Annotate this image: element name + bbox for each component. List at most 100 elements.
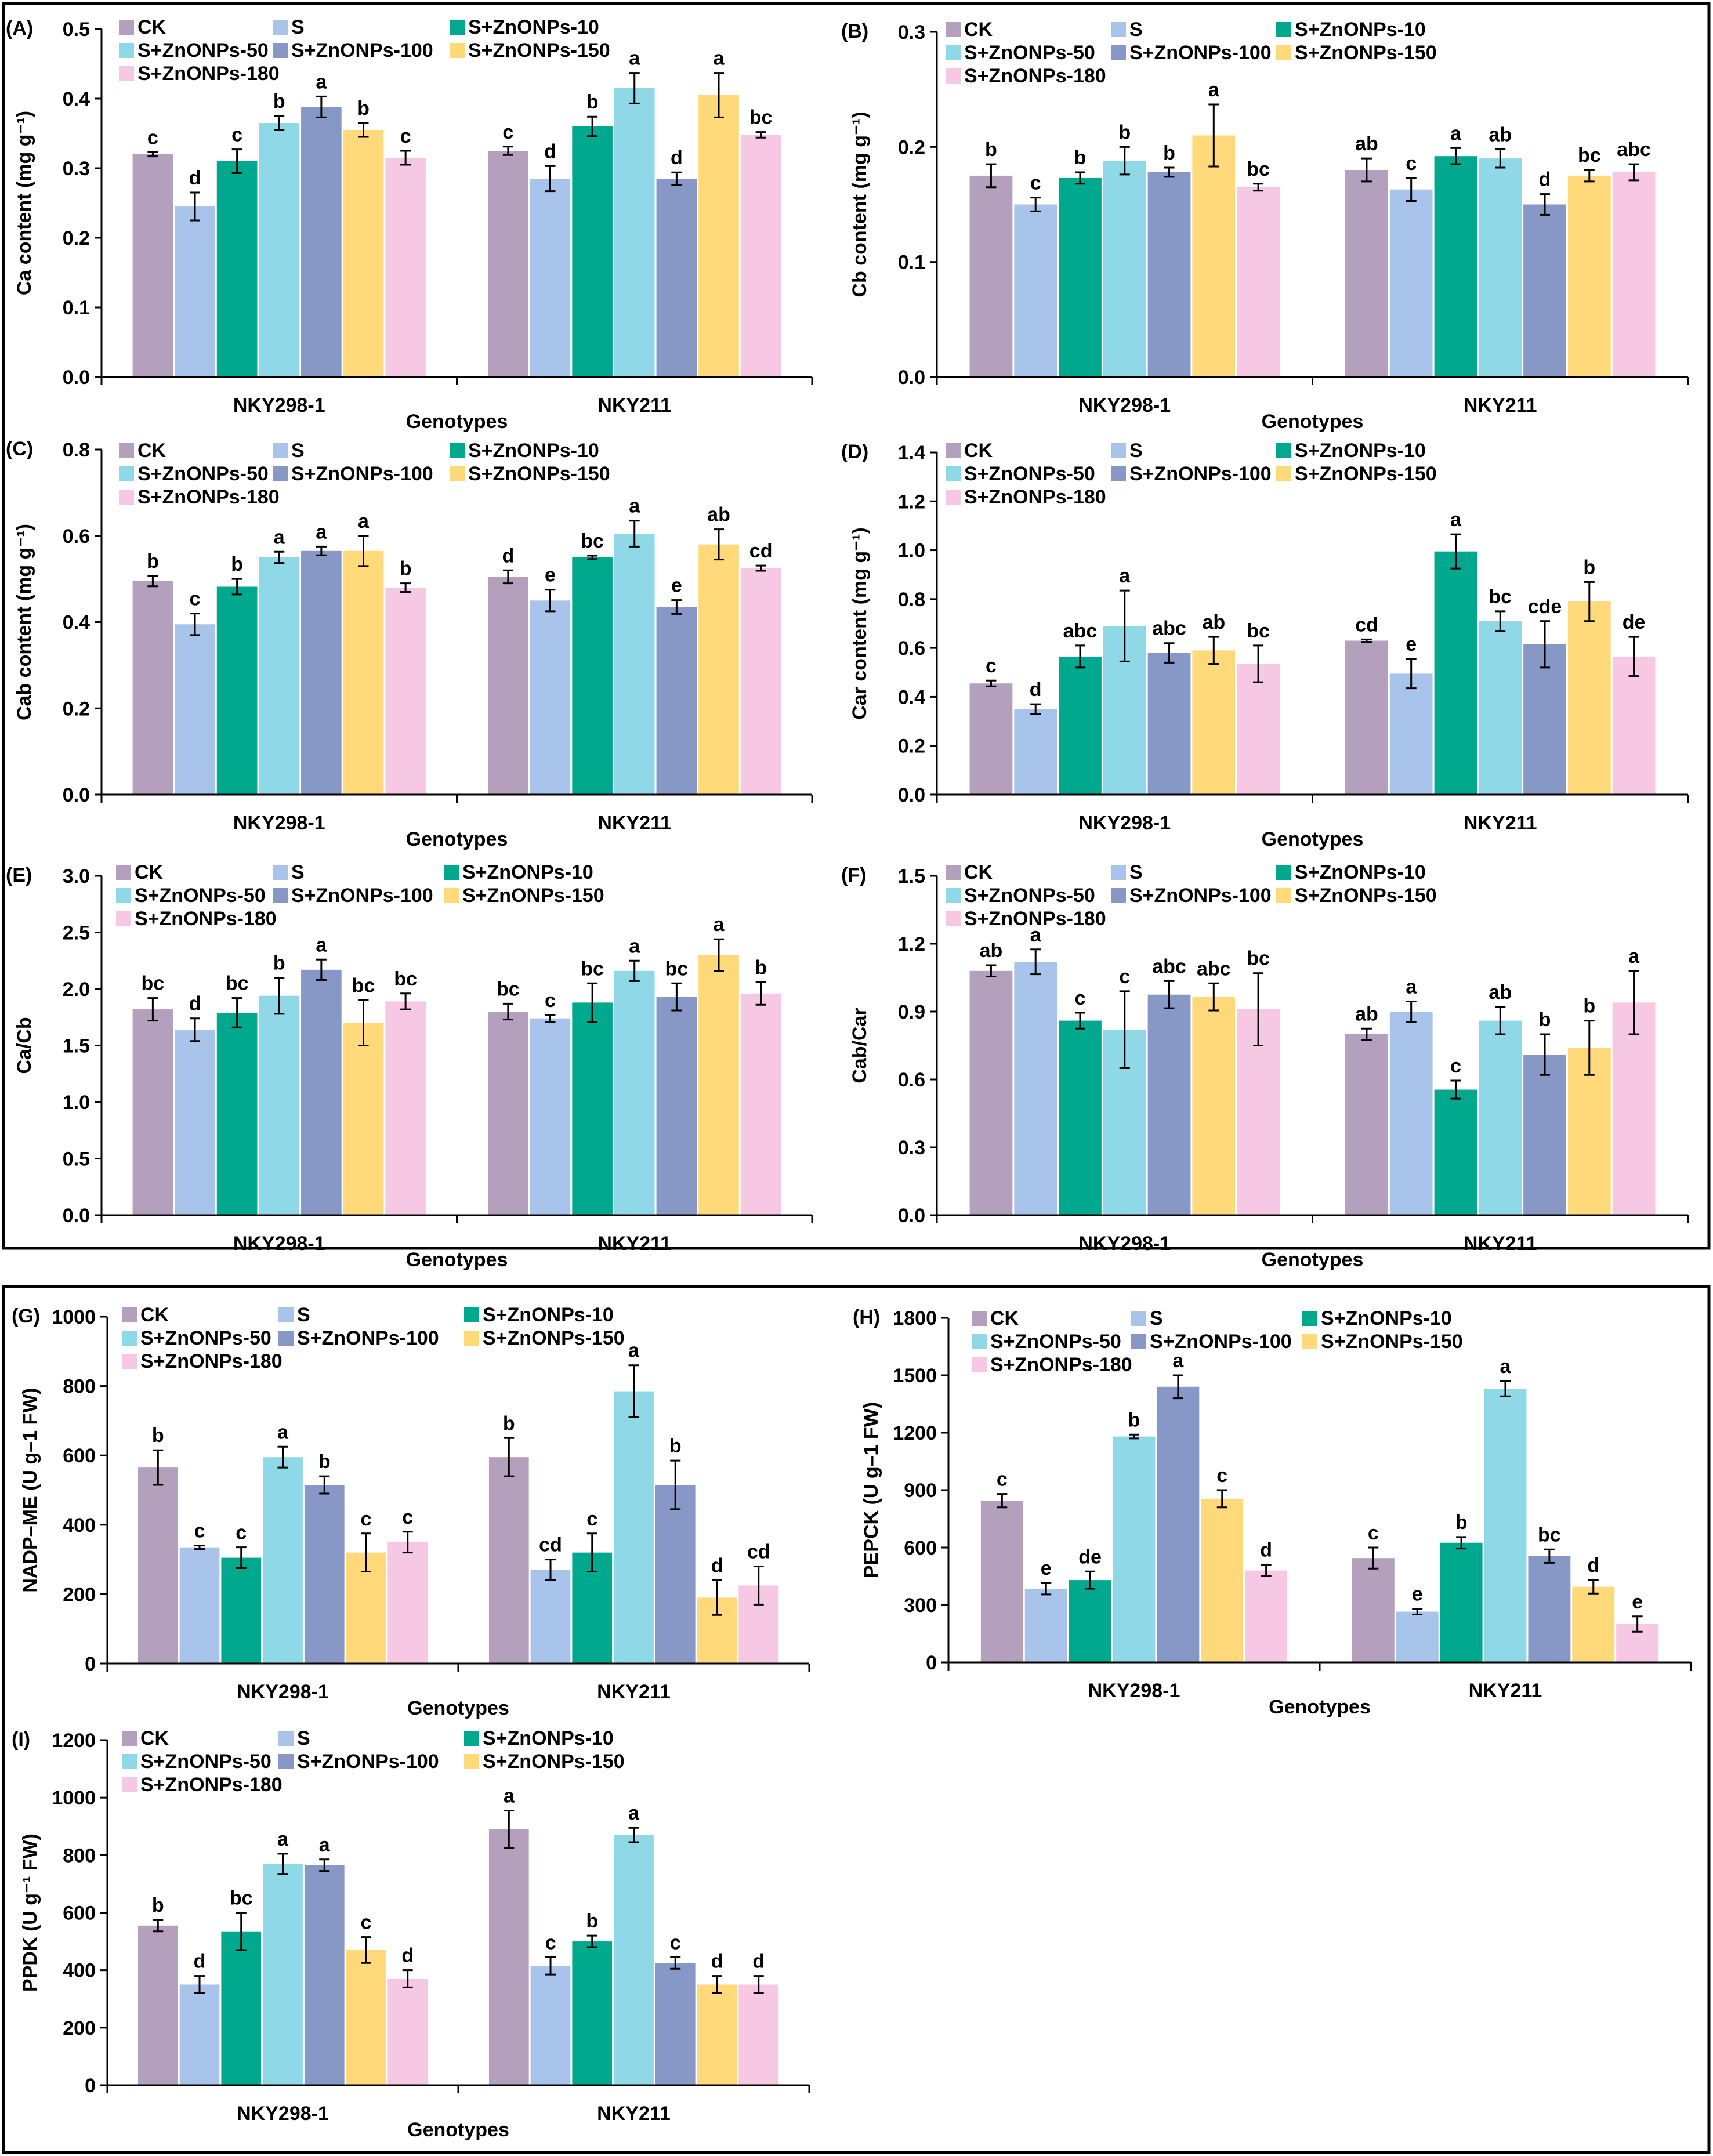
chart-panel-h: cceedebbaabccdde0300600900120015001800NK… bbox=[853, 1306, 1692, 1718]
significance-label: d bbox=[189, 167, 201, 189]
bar bbox=[216, 161, 258, 377]
significance-label: bc bbox=[581, 530, 604, 552]
bar bbox=[698, 955, 739, 1215]
significance-label: d bbox=[544, 140, 556, 162]
significance-label: d bbox=[189, 993, 201, 1015]
y-tick-label: 0.3 bbox=[898, 1137, 925, 1159]
significance-label: b bbox=[273, 90, 285, 113]
bar bbox=[132, 581, 173, 795]
significance-label: a bbox=[1500, 1356, 1512, 1378]
significance-label: a bbox=[1172, 1350, 1184, 1372]
legend-swatch bbox=[1111, 22, 1126, 37]
legend-swatch bbox=[464, 1731, 479, 1746]
panel-label: (B) bbox=[841, 20, 868, 42]
bar bbox=[1245, 1570, 1288, 1662]
legend-label: S+ZnONPs-50 bbox=[964, 42, 1095, 64]
bar bbox=[301, 969, 342, 1215]
significance-label: abc bbox=[1152, 955, 1186, 977]
y-axis-title: Cab content (mg g⁻¹) bbox=[13, 524, 35, 720]
significance-label: bc bbox=[1247, 620, 1270, 642]
y-axis-title: Ca content (mg g⁻¹) bbox=[13, 111, 35, 295]
bar bbox=[1440, 1542, 1483, 1662]
bar bbox=[614, 534, 655, 795]
significance-label: b bbox=[1074, 147, 1087, 169]
significance-label: a bbox=[714, 914, 725, 936]
legend-label: S+ZnONPs-180 bbox=[964, 908, 1106, 930]
significance-label: bc bbox=[749, 107, 773, 129]
legend-label: S+ZnONPs-180 bbox=[990, 1354, 1132, 1376]
legend-swatch bbox=[116, 888, 131, 903]
significance-label: bc bbox=[1578, 144, 1601, 166]
bar bbox=[132, 1009, 173, 1215]
legend-swatch bbox=[972, 1334, 987, 1349]
legend-swatch bbox=[116, 911, 131, 926]
y-axis-title: NADP–ME (U g–1 FW) bbox=[19, 1387, 41, 1592]
y-tick-label: 1.4 bbox=[898, 442, 925, 464]
legend-label: S bbox=[1150, 1307, 1163, 1329]
significance-label: b bbox=[503, 1412, 515, 1434]
y-tick-label: 3.0 bbox=[63, 865, 90, 887]
y-tick-label: 0.8 bbox=[898, 589, 925, 611]
bar bbox=[1059, 1020, 1102, 1215]
bar bbox=[259, 557, 300, 795]
significance-label: bc bbox=[1247, 158, 1270, 180]
y-axis-title: Cb content (mg g⁻¹) bbox=[849, 111, 871, 297]
y-tick-label: 1800 bbox=[893, 1307, 937, 1329]
legend-label: S+ZnONPs-150 bbox=[468, 39, 610, 61]
category-label: NKY211 bbox=[597, 394, 671, 416]
significance-label: d bbox=[1260, 1539, 1272, 1561]
significance-label: e bbox=[1041, 1557, 1052, 1579]
bar bbox=[488, 577, 528, 795]
category-label: NKY298-1 bbox=[1088, 1680, 1180, 1702]
bar bbox=[301, 107, 342, 377]
bar bbox=[1014, 709, 1058, 795]
y-tick-label: 0.2 bbox=[898, 136, 925, 158]
panel-label: (A) bbox=[6, 17, 33, 39]
legend-swatch bbox=[946, 466, 961, 481]
legend-label: S bbox=[297, 1727, 310, 1749]
legend-label: S+ZnONPs-10 bbox=[468, 16, 599, 38]
bar bbox=[346, 1950, 386, 2085]
significance-label: c bbox=[1368, 1522, 1379, 1544]
bar bbox=[1345, 640, 1388, 795]
significance-label: cde bbox=[1528, 596, 1562, 618]
significance-label: a bbox=[629, 495, 640, 517]
bar bbox=[530, 1018, 571, 1215]
significance-label: d bbox=[1539, 169, 1551, 191]
significance-label: b bbox=[669, 1435, 682, 1457]
significance-label: bc bbox=[142, 973, 165, 995]
bar bbox=[1567, 175, 1611, 377]
bar bbox=[385, 588, 426, 795]
significance-label: ab bbox=[1202, 611, 1225, 633]
significance-label: a bbox=[628, 1802, 640, 1824]
bar bbox=[530, 1570, 571, 1664]
legend-swatch bbox=[122, 1331, 137, 1346]
legend-label: S+ZnONPs-180 bbox=[964, 486, 1106, 508]
significance-label: b bbox=[1539, 1009, 1551, 1031]
y-tick-label: 0.0 bbox=[898, 1205, 925, 1227]
significance-label: c bbox=[400, 125, 411, 147]
legend-label: CK bbox=[964, 861, 993, 883]
y-axis-title: Car content (mg g⁻¹) bbox=[849, 527, 871, 719]
legend-swatch bbox=[1111, 443, 1126, 458]
x-axis-title: Genotypes bbox=[407, 2119, 509, 2141]
significance-label: b bbox=[586, 1910, 598, 1932]
y-tick-label: 1200 bbox=[52, 1730, 96, 1752]
chart-panel-g: bbccdccaabbcdccd02004006008001000NKY298-… bbox=[12, 1304, 810, 1719]
category-label: NKY211 bbox=[597, 812, 671, 834]
category-label: NKY298-1 bbox=[237, 2103, 329, 2125]
significance-label: d bbox=[194, 1951, 206, 1973]
legend-label: S+ZnONPs-10 bbox=[1295, 861, 1426, 883]
bar bbox=[1434, 1089, 1477, 1215]
legend-swatch bbox=[1111, 865, 1126, 880]
bar bbox=[488, 1012, 528, 1215]
legend-label: CK bbox=[964, 440, 993, 462]
significance-label: d bbox=[1587, 1555, 1599, 1577]
y-tick-label: 0.6 bbox=[898, 1069, 925, 1091]
category-label: NKY211 bbox=[597, 2103, 671, 2125]
bar bbox=[137, 1467, 178, 1664]
significance-label: c bbox=[231, 124, 242, 146]
significance-label: c bbox=[502, 121, 513, 143]
legend-label: CK bbox=[140, 1727, 169, 1749]
legend-swatch bbox=[972, 1357, 987, 1372]
